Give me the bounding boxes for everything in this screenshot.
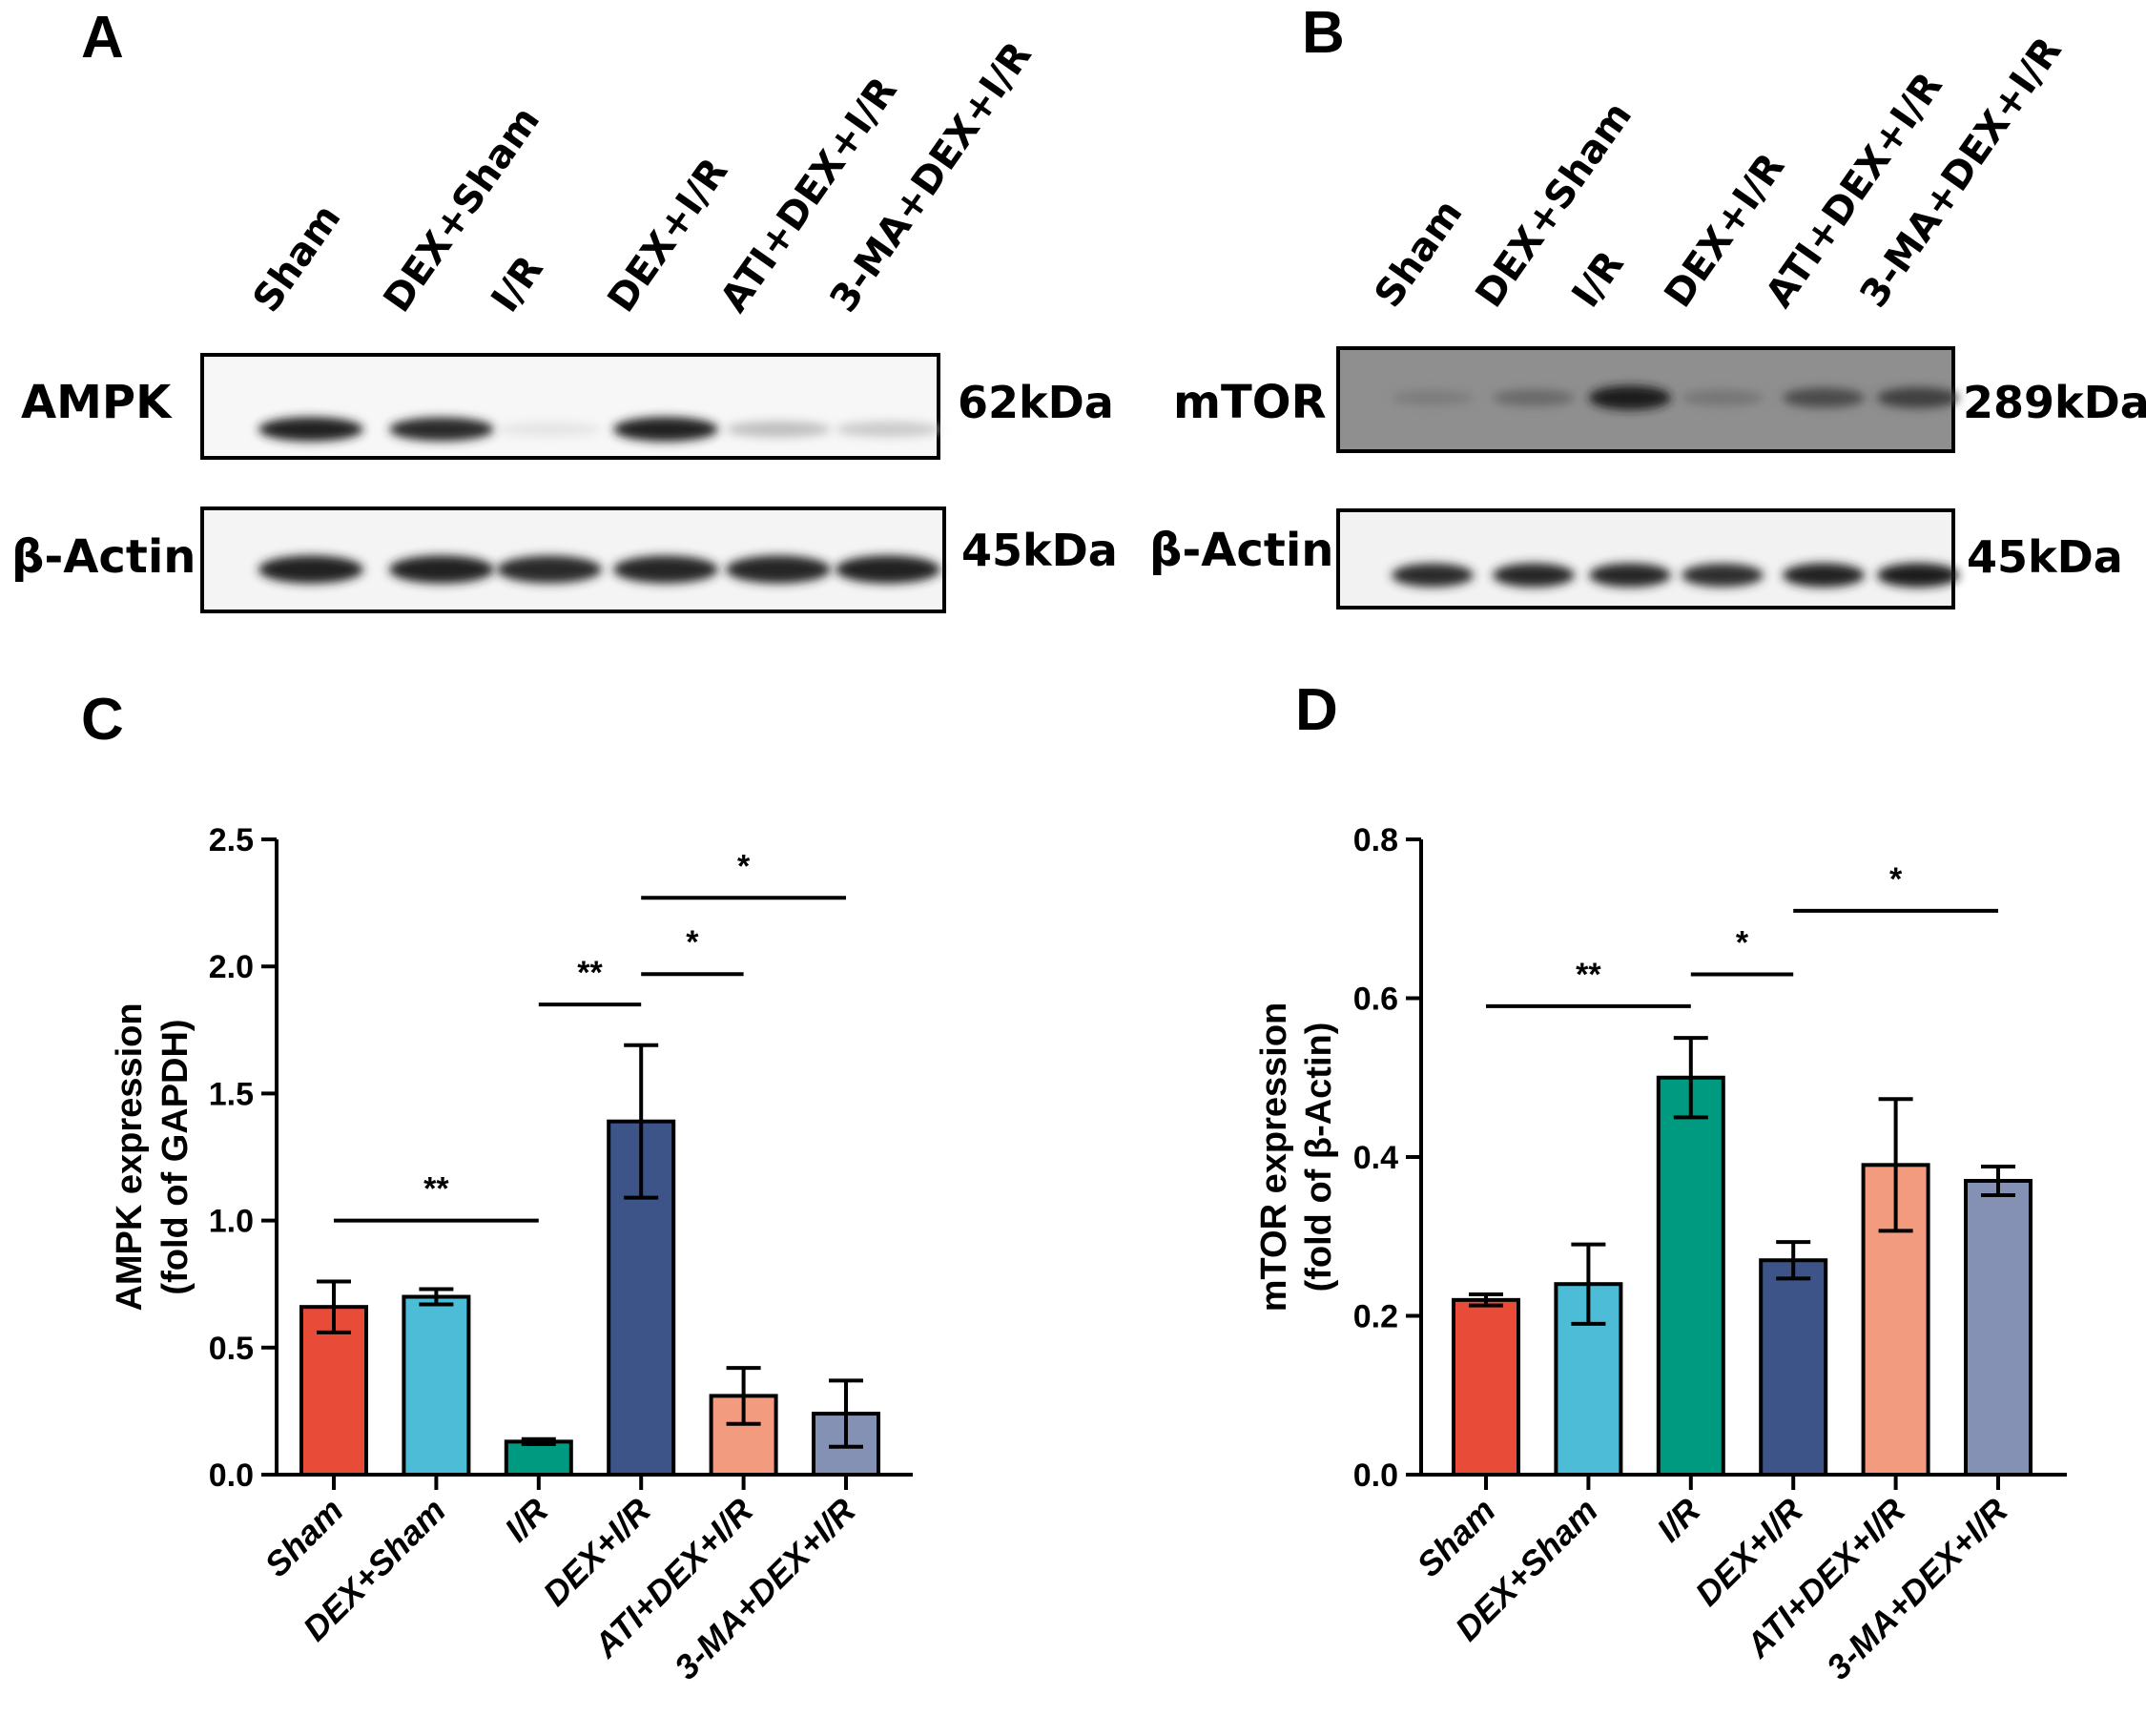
chart-d-bar-i-r bbox=[1656, 1075, 1725, 1477]
blota-band-ampk-sham bbox=[258, 417, 363, 442]
blotb-band-actin-dex-i-r bbox=[1682, 563, 1764, 588]
blota-band-ampk-i-r bbox=[497, 422, 602, 437]
blot-a-protein-actin: β-Actin bbox=[11, 530, 196, 584]
blotb-band-actin-i-r bbox=[1589, 563, 1671, 588]
chart-d-category-label-3-ma-dex-i-r: 3-MA+DEX+I/R bbox=[1819, 1491, 2015, 1687]
blotb-band-mtor-i-r bbox=[1589, 385, 1671, 410]
chart-c-sig-label-1: ** bbox=[577, 955, 603, 991]
blota-band-ampk-3-ma-dex-i-r bbox=[836, 421, 940, 438]
chart-d-ytick-label-1: 0.2 bbox=[1353, 1299, 1398, 1335]
blotb-band-mtor-sham bbox=[1392, 389, 1474, 406]
chart-c-ytick-label-3: 1.5 bbox=[209, 1076, 254, 1112]
chart-d-bar-3-ma-dex-i-r bbox=[1964, 1178, 2033, 1477]
chart-c-bar-sham bbox=[299, 1305, 368, 1478]
chart-c-category-label-i-r: I/R bbox=[497, 1491, 556, 1550]
chart-c-category-label-3-ma-dex-i-r: 3-MA+DEX+I/R bbox=[667, 1491, 863, 1687]
chart-d-ytick-label-4: 0.8 bbox=[1353, 822, 1398, 858]
chart-c-ytick-label-4: 2.0 bbox=[209, 949, 254, 985]
chart-c-ytick-label-0: 0.0 bbox=[209, 1457, 254, 1494]
blota-band-ampk-dex-i-r bbox=[613, 417, 718, 442]
chart-c-ylabel-line2: (fold of GAPDH) bbox=[155, 1019, 196, 1294]
blot-b-kda-actin: 45kDa bbox=[1967, 531, 2123, 583]
blotb-band-actin-3-ma-dex-i-r bbox=[1877, 563, 1959, 588]
blota-band-actin-dex-i-r bbox=[613, 555, 718, 584]
blot-a-kda-actin: 45kDa bbox=[961, 525, 1118, 576]
blota-band-ampk-dex-sham bbox=[389, 417, 494, 442]
blot-b-protein-actin: β-Actin bbox=[1149, 524, 1333, 577]
blotb-lane-label-i-r: I/R bbox=[1564, 243, 1633, 316]
blota-band-actin-sham bbox=[258, 555, 363, 584]
panel-letter-b: B bbox=[1302, 0, 1345, 66]
blota-band-ampk-ati-dex-i-r bbox=[726, 421, 831, 438]
chart-c-bar-i-r bbox=[504, 1439, 573, 1478]
blot-b-protein-mtor: mTOR bbox=[1173, 376, 1327, 429]
blota-band-actin-dex-sham bbox=[389, 555, 494, 584]
blotb-band-mtor-ati-dex-i-r bbox=[1783, 387, 1865, 408]
blota-band-actin-i-r bbox=[497, 555, 602, 584]
blotb-band-mtor-3-ma-dex-i-r bbox=[1877, 387, 1959, 408]
chart-c-ytick-label-2: 1.0 bbox=[209, 1204, 254, 1240]
chart-c-sig-label-0: ** bbox=[423, 1171, 449, 1208]
blot-a-protein-ampk: AMPK bbox=[21, 376, 173, 429]
chart-d-sig-label-2: * bbox=[1889, 861, 1903, 898]
chart-d-ylabel-line1: mTOR expression bbox=[1254, 1002, 1294, 1312]
blot-b-kda-mtor: 289kDa bbox=[1963, 377, 2146, 428]
blota-band-actin-ati-dex-i-r bbox=[726, 555, 831, 584]
bar-chart-c: AMPK expression (fold of GAPDH) 0.0 0.5 1.… bbox=[110, 822, 913, 1686]
chart-d-category-label-i-r: I/R bbox=[1649, 1491, 1708, 1550]
blota-lane-label-sham: Sham bbox=[245, 196, 350, 320]
blot-b-actin-strip bbox=[1336, 508, 1959, 610]
blot-a-ampk-frame bbox=[200, 353, 940, 460]
blota-band-actin-3-ma-dex-i-r bbox=[836, 555, 940, 584]
blotb-band-mtor-dex-sham bbox=[1493, 389, 1575, 406]
chart-d-bar-sham bbox=[1452, 1297, 1520, 1477]
blotb-band-mtor-dex-i-r bbox=[1682, 389, 1764, 406]
chart-d-ytick-label-3: 0.6 bbox=[1353, 982, 1398, 1018]
chart-c-sig-label-2: * bbox=[686, 924, 699, 961]
blotb-lane-label-sham: Sham bbox=[1367, 192, 1472, 316]
chart-d-ylabel-line2: (fold of β-Actin) bbox=[1299, 1023, 1339, 1292]
chart-d-sig-label-0: ** bbox=[1576, 957, 1601, 993]
panel-letter-c: C bbox=[81, 687, 124, 753]
chart-d-sig-label-1: * bbox=[1736, 925, 1749, 961]
chart-d-category-label-sham: Sham bbox=[1409, 1491, 1502, 1584]
blot-a-actin-strip bbox=[200, 506, 946, 613]
blotb-band-actin-dex-sham bbox=[1493, 563, 1575, 588]
chart-d-ytick-label-0: 0.0 bbox=[1353, 1457, 1398, 1494]
blotb-band-actin-sham bbox=[1392, 563, 1474, 588]
chart-c-bar-dex-sham bbox=[402, 1294, 471, 1478]
chart-c-sig-label-3: * bbox=[737, 848, 751, 884]
chart-c-category-label-sham: Sham bbox=[257, 1491, 350, 1584]
panel-letter-d: D bbox=[1295, 677, 1338, 743]
blota-lane-label-i-r: I/R bbox=[484, 248, 552, 320]
chart-c-ylabel-line1: AMPK expression bbox=[110, 1002, 150, 1311]
chart-c-ytick-label-1: 0.5 bbox=[209, 1331, 254, 1367]
blot-a-kda-ampk: 62kDa bbox=[958, 377, 1114, 428]
chart-c-ytick-label-5: 2.5 bbox=[209, 822, 254, 858]
blot-a-ampk-strip bbox=[200, 353, 940, 460]
blotb-band-actin-ati-dex-i-r bbox=[1783, 563, 1865, 588]
blot-b-mtor-strip bbox=[1336, 346, 1959, 453]
chart-d-bar-dex-i-r bbox=[1759, 1258, 1828, 1477]
blota-lane-label-3-ma-dex-i-r: 3-MA+DEX+I/R bbox=[822, 34, 1041, 320]
chart-d-ytick-label-2: 0.4 bbox=[1353, 1140, 1398, 1176]
blot-b-actin-frame bbox=[1336, 508, 1955, 610]
bar-chart-d: mTOR expression (fold of β-Actin) 0.0 0.2… bbox=[1254, 822, 2067, 1686]
panel-letter-a: A bbox=[81, 5, 124, 71]
